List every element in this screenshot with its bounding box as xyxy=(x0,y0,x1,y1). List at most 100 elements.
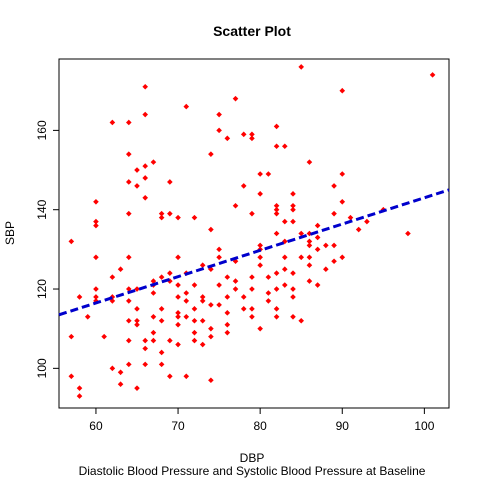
data-point xyxy=(109,119,116,126)
data-point xyxy=(150,159,157,165)
data-point xyxy=(142,337,149,344)
data-point xyxy=(101,333,107,340)
data-point xyxy=(158,210,165,217)
regression-line xyxy=(58,188,450,317)
data-point xyxy=(249,313,255,320)
data-point xyxy=(167,337,173,344)
data-point xyxy=(191,317,198,324)
data-point xyxy=(339,254,346,261)
data-point xyxy=(257,254,263,261)
data-point xyxy=(208,226,214,233)
data-point xyxy=(125,286,132,292)
data-point xyxy=(240,131,247,138)
data-point xyxy=(134,321,140,328)
data-point xyxy=(167,210,173,217)
data-point xyxy=(109,365,116,372)
data-point xyxy=(93,298,99,304)
data-point xyxy=(273,270,280,276)
data-point xyxy=(76,393,83,399)
data-point xyxy=(281,282,288,288)
data-point xyxy=(125,361,132,368)
data-point xyxy=(134,286,140,292)
data-point xyxy=(93,254,99,261)
data-point xyxy=(175,214,181,221)
data-point xyxy=(281,254,288,261)
data-point xyxy=(150,278,157,284)
data-point xyxy=(290,218,296,225)
data-point xyxy=(290,270,296,276)
data-point xyxy=(224,329,231,336)
data-point xyxy=(232,258,239,265)
data-point xyxy=(265,171,272,177)
data-point xyxy=(249,210,255,217)
data-point xyxy=(273,313,280,320)
data-point xyxy=(249,131,255,138)
data-point xyxy=(314,222,321,229)
data-point xyxy=(142,83,149,90)
data-point xyxy=(273,306,280,312)
data-point xyxy=(298,64,305,70)
data-point xyxy=(175,282,181,288)
data-point xyxy=(298,230,305,237)
y-tick-label: 140 xyxy=(35,199,49,219)
data-point xyxy=(306,242,313,249)
y-tick-label: 160 xyxy=(35,120,49,140)
x-tick-label: 60 xyxy=(89,419,103,433)
data-point xyxy=(183,373,190,380)
data-point xyxy=(273,286,280,292)
data-point xyxy=(249,135,255,142)
data-point xyxy=(125,210,132,217)
data-point xyxy=(290,202,296,209)
data-point xyxy=(134,306,140,312)
data-point xyxy=(240,183,247,189)
data-point xyxy=(175,310,181,316)
data-point xyxy=(249,274,255,280)
data-point xyxy=(249,306,255,312)
data-point xyxy=(298,254,305,261)
data-point xyxy=(158,317,165,324)
data-point xyxy=(199,262,206,269)
data-point xyxy=(347,214,354,221)
data-point xyxy=(208,302,214,308)
data-point xyxy=(290,313,296,320)
x-axis-label: DBP xyxy=(240,451,265,465)
data-point xyxy=(199,317,206,324)
data-point xyxy=(93,286,99,292)
data-point xyxy=(323,266,329,272)
data-point xyxy=(265,298,272,304)
data-point xyxy=(208,333,214,340)
x-tick-label: 90 xyxy=(336,419,350,433)
data-point xyxy=(232,202,239,209)
data-point xyxy=(257,191,263,197)
data-point xyxy=(191,306,198,312)
data-point xyxy=(117,266,124,272)
data-point xyxy=(68,373,75,380)
data-point xyxy=(257,262,263,269)
y-tick-label: 100 xyxy=(35,358,49,378)
data-point xyxy=(191,337,198,344)
data-point xyxy=(257,242,263,249)
data-point xyxy=(175,254,181,261)
data-point xyxy=(158,349,165,356)
data-point xyxy=(175,341,181,348)
data-point xyxy=(281,143,288,150)
data-point xyxy=(191,329,198,336)
data-point xyxy=(125,179,132,185)
data-point xyxy=(216,246,222,253)
data-points xyxy=(68,64,436,399)
data-point xyxy=(249,286,255,292)
data-point xyxy=(273,143,280,150)
data-point xyxy=(150,337,157,344)
data-point xyxy=(125,151,132,157)
data-point xyxy=(339,198,346,205)
data-point xyxy=(273,206,280,213)
x-tick-label: 80 xyxy=(253,419,267,433)
data-point xyxy=(158,274,165,280)
y-axis-label: SBP xyxy=(3,221,17,245)
data-point xyxy=(257,325,263,332)
x-tick-label: 100 xyxy=(414,419,434,433)
data-point xyxy=(68,238,75,245)
data-point xyxy=(142,111,149,118)
data-point xyxy=(208,377,214,384)
